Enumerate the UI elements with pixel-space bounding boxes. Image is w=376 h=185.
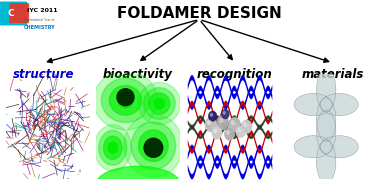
Polygon shape	[317, 68, 336, 111]
Circle shape	[209, 111, 217, 121]
Ellipse shape	[109, 86, 141, 115]
Text: C: C	[8, 9, 14, 18]
Text: IYC 2011: IYC 2011	[27, 9, 57, 14]
Circle shape	[236, 127, 245, 137]
Circle shape	[238, 129, 241, 132]
Polygon shape	[320, 93, 358, 116]
Circle shape	[217, 116, 228, 129]
Polygon shape	[317, 98, 336, 141]
Ellipse shape	[124, 114, 183, 177]
Circle shape	[227, 131, 229, 134]
Polygon shape	[320, 136, 358, 158]
Ellipse shape	[144, 138, 163, 157]
Circle shape	[205, 118, 217, 132]
Ellipse shape	[94, 125, 132, 171]
Text: CHEMISTRY: CHEMISTRY	[24, 26, 56, 31]
Ellipse shape	[138, 83, 180, 125]
Ellipse shape	[99, 130, 127, 165]
Ellipse shape	[144, 88, 175, 119]
Polygon shape	[317, 140, 336, 184]
Ellipse shape	[146, 138, 161, 154]
Ellipse shape	[117, 89, 134, 106]
Ellipse shape	[146, 140, 161, 155]
Ellipse shape	[102, 78, 150, 122]
Ellipse shape	[131, 122, 176, 169]
Circle shape	[210, 113, 213, 116]
Text: materials: materials	[302, 68, 364, 80]
Ellipse shape	[117, 93, 133, 108]
FancyBboxPatch shape	[0, 1, 27, 26]
Ellipse shape	[108, 142, 117, 154]
Circle shape	[208, 120, 211, 125]
Circle shape	[243, 123, 247, 127]
Circle shape	[225, 128, 234, 140]
Circle shape	[222, 110, 229, 119]
Polygon shape	[294, 136, 332, 158]
Circle shape	[223, 111, 225, 114]
Ellipse shape	[154, 98, 165, 109]
Text: recognition: recognition	[197, 68, 273, 80]
FancyBboxPatch shape	[9, 3, 29, 23]
Polygon shape	[294, 93, 332, 116]
Text: FOLDAMER DESIGN: FOLDAMER DESIGN	[117, 6, 282, 21]
Text: International Year of: International Year of	[24, 18, 55, 22]
Circle shape	[231, 120, 235, 125]
Ellipse shape	[93, 71, 158, 130]
Ellipse shape	[119, 90, 132, 104]
Ellipse shape	[149, 93, 170, 114]
Text: bioactivity: bioactivity	[102, 68, 172, 80]
Circle shape	[212, 127, 221, 139]
Ellipse shape	[139, 130, 168, 162]
Ellipse shape	[103, 136, 122, 159]
Circle shape	[241, 120, 252, 133]
Circle shape	[229, 118, 240, 132]
Text: structure: structure	[12, 68, 74, 80]
Circle shape	[214, 130, 217, 133]
Circle shape	[220, 118, 223, 122]
Polygon shape	[317, 110, 336, 154]
Ellipse shape	[96, 166, 180, 185]
